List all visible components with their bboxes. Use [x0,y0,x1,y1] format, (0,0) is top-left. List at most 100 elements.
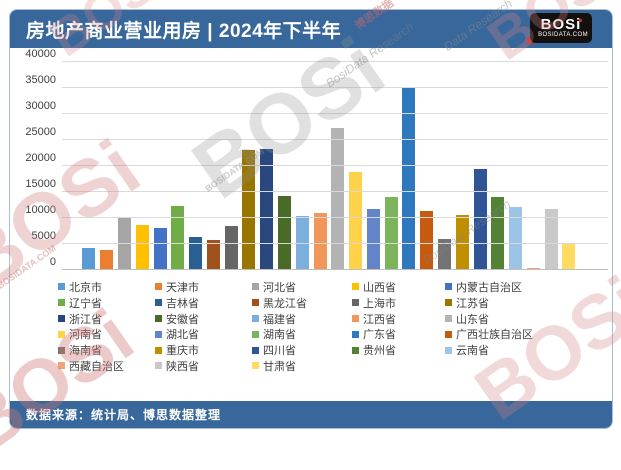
source-text: 数据来源：统计局、博思数据整理 [26,408,222,422]
legend: 北京市 天津市 河北省 山西省 内蒙古自治区 辽宁省 吉林省 黑龙江省 上海市 江苏省 浙江省 安徽省… [58,279,602,374]
legend-swatch-icon [445,299,452,307]
legend-swatch-icon [352,330,359,338]
legend-item: 吉林省 [155,295,252,311]
logo-text: BOSi [540,15,583,33]
legend-item: 山东省 [445,311,602,327]
legend-swatch-icon [155,362,162,370]
bar-slot [560,61,578,270]
bar-江苏省 [242,150,256,270]
legend-swatch-icon [252,314,259,322]
legend-item: 广西壮族自治区 [445,326,602,342]
y-axis-tick-label: 30000 [25,100,56,112]
legend-label: 陕西省 [166,360,199,373]
bar-山东省 [331,128,345,270]
bar-slot [311,61,329,270]
legend-label: 安徽省 [166,313,199,326]
bar-甘肃省 [562,243,576,270]
bar-slot [258,61,276,270]
logo-dot-icon [579,18,583,22]
bar-陕西省 [544,209,558,270]
gridline [62,113,608,114]
legend-item: 浙江省 [58,311,155,327]
bar-湖南省 [384,197,398,270]
bar-slot [98,61,116,270]
legend-swatch-icon [445,330,452,338]
legend-label: 河北省 [263,281,296,294]
gridline [62,243,608,244]
bar-内蒙古自治区 [153,228,167,270]
gridline [62,217,608,218]
legend-label: 辽宁省 [69,297,102,310]
legend-swatch-icon [252,330,259,338]
bar-slot [471,61,489,270]
legend-item: 江西省 [352,311,445,327]
bar-吉林省 [189,237,203,270]
legend-item: 云南省 [445,342,602,358]
bar-slot [489,61,507,270]
gridline [62,87,608,88]
legend-swatch-icon [252,283,259,291]
y-axis-tick-label: 35000 [25,74,56,86]
legend-label: 浙江省 [69,313,102,326]
bar-slot [329,61,347,270]
legend-label: 山东省 [456,313,489,326]
legend-label: 江苏省 [456,297,489,310]
legend-item: 四川省 [252,342,352,358]
bar-广东省 [402,88,416,270]
legend-item: 辽宁省 [58,295,155,311]
legend-label: 西藏自治区 [69,360,124,373]
legend-item: 西藏自治区 [58,358,155,374]
bar-浙江省 [260,149,274,270]
bar-广西壮族自治区 [420,211,434,270]
legend-label: 广西壮族自治区 [456,329,533,342]
legend-item: 黑龙江省 [252,295,352,311]
legend-item: 重庆市 [155,342,252,358]
y-axis-tick-label: 0 [49,256,56,268]
bar-贵州省 [491,197,505,270]
bar-海南省 [438,239,452,270]
y-axis-tick-label: 5000 [31,230,56,242]
y-axis-tick-label: 40000 [25,48,56,60]
bar-slot [276,61,294,270]
bar-云南省 [509,207,523,270]
y-axis-tick-label: 10000 [25,204,56,216]
legend-item: 福建省 [252,311,352,327]
legend-swatch-icon [58,283,65,291]
legend-label: 四川省 [263,345,296,358]
legend-item: 河南省 [58,326,155,342]
legend-swatch-icon [155,346,162,354]
bar-slot [151,61,169,270]
bar-slot [347,61,365,270]
legend-label: 甘肃省 [263,360,296,373]
legend-label: 山西省 [363,281,396,294]
legend-item: 上海市 [352,295,445,311]
x-axis-line [62,269,608,270]
bar-slot [400,61,418,270]
bar-天津市 [100,250,114,270]
page-frame: 房地产商业营业用房 | 2024年下半年 BOSi BOSIDATA.COM 4… [9,9,613,429]
bosi-logo: BOSi BOSIDATA.COM [526,13,592,45]
legend-item: 海南省 [58,342,155,358]
legend-label: 福建省 [263,313,296,326]
legend-swatch-icon [252,346,259,354]
legend-item: 广东省 [352,326,445,342]
legend-item: 内蒙古自治区 [445,279,602,295]
bar-河南省 [349,172,363,270]
legend-swatch-icon [252,299,259,307]
bar-slot [169,61,187,270]
bar-slot [365,61,383,270]
bar-slot [222,61,240,270]
legend-label: 河南省 [69,329,102,342]
bar-slot [204,61,222,270]
header-bar: 房地产商业营业用房 | 2024年下半年 BOSi BOSIDATA.COM [10,10,612,48]
bar-slot [240,61,258,270]
legend-swatch-icon [352,314,359,322]
legend-item: 山西省 [352,279,445,295]
legend-label: 北京市 [69,281,102,294]
bar-四川省 [473,169,487,270]
legend-swatch-icon [445,314,452,322]
gridline [62,165,608,166]
bar-江西省 [313,213,327,270]
logo-domain: BOSIDATA.COM [538,31,588,38]
